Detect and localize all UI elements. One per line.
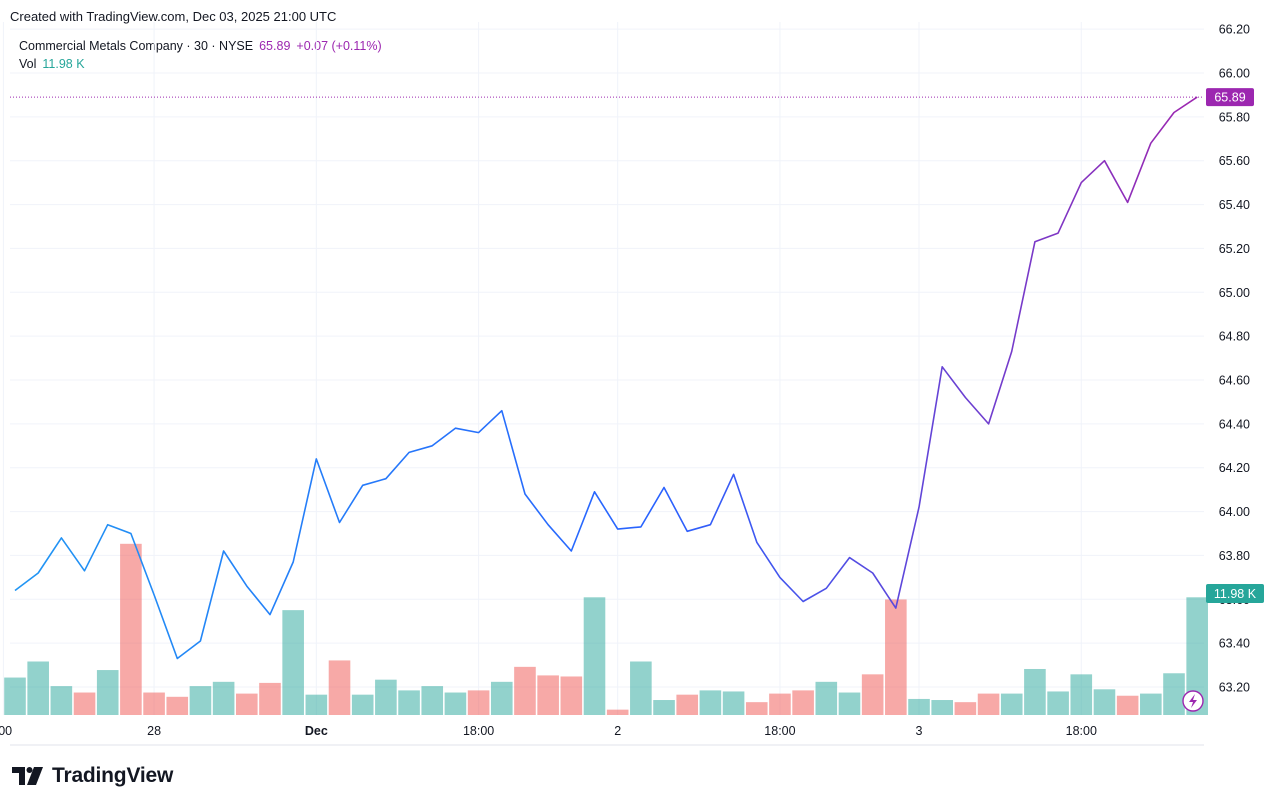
volume-bar <box>490 681 513 715</box>
time-tick-label: 18:00 <box>1066 724 1097 738</box>
tradingview-logo-icon <box>12 767 43 785</box>
legend-volume-row: Vol 11.98 K <box>19 55 382 73</box>
volume-bar <box>514 666 536 715</box>
volume-bar <box>96 670 119 715</box>
price-badge-label: 65.89 <box>1214 91 1245 105</box>
volume-bar <box>467 690 490 715</box>
tradingview-brand[interactable]: TradingView <box>12 764 173 788</box>
price-tick-label: 65.20 <box>1219 242 1250 256</box>
volume-bar <box>606 709 629 715</box>
price-tick-label: 65.00 <box>1219 286 1250 300</box>
volume-bar <box>1140 693 1162 715</box>
volume-bar <box>769 693 791 715</box>
price-tick-label: 65.60 <box>1219 154 1250 168</box>
lightning-icon[interactable] <box>1182 690 1204 712</box>
volume-bar <box>259 682 281 715</box>
volume-bar <box>73 692 96 715</box>
legend-symbol-row: Commercial Metals Company · 30 · NYSE 65.… <box>19 37 382 55</box>
volume-badge-label: 11.98 K <box>1214 587 1257 601</box>
volume-bar <box>954 702 977 715</box>
price-tick-label: 64.20 <box>1219 461 1250 475</box>
volume-bar <box>1093 689 1116 715</box>
volume-bar <box>1116 695 1139 715</box>
time-tick-label: 2 <box>614 724 621 738</box>
legend-vol-label[interactable]: Vol <box>19 57 37 71</box>
volume-bar <box>560 676 583 715</box>
volume-bar <box>977 693 1000 715</box>
volume-bar <box>583 597 606 715</box>
volume-bar <box>792 690 814 715</box>
volume-bar <box>537 675 559 715</box>
volume-bar <box>375 679 397 715</box>
volume-bar <box>4 677 26 715</box>
volume-badge: 11.98 K <box>1206 584 1264 603</box>
volume-bar <box>282 610 304 715</box>
time-tick-label: 18:00 <box>764 724 795 738</box>
volume-bar <box>27 661 49 715</box>
volume-bar <box>236 693 258 715</box>
volume-bar <box>189 686 212 715</box>
volume-bar <box>1186 597 1208 715</box>
volume-bar <box>630 661 652 715</box>
volume-bar <box>908 698 930 715</box>
volume-bar <box>50 686 73 715</box>
legend-last-price: 65.89 <box>259 39 291 53</box>
price-tick-label: 64.60 <box>1219 374 1250 388</box>
legend-change: +0.07 (+0.11%) <box>296 39 382 53</box>
price-tick-label: 65.40 <box>1219 198 1250 212</box>
volume-bar <box>444 692 467 715</box>
volume-bar <box>212 681 235 715</box>
time-tick-label: 18:00 <box>463 724 494 738</box>
tradingview-wordmark: TradingView <box>52 764 174 787</box>
price-tick-label: 63.20 <box>1219 681 1250 695</box>
price-tick-label: 66.00 <box>1219 67 1250 81</box>
price-tick-label: 64.80 <box>1219 330 1250 344</box>
time-tick-label: :00 <box>0 724 12 738</box>
volume-bar <box>699 690 722 715</box>
volume-bar <box>653 700 675 715</box>
volume-bar <box>722 691 745 715</box>
volume-bars <box>4 543 1208 715</box>
volume-bar <box>838 692 861 715</box>
chart-legend: Commercial Metals Company · 30 · NYSE 65.… <box>19 37 382 73</box>
time-tick-label: 28 <box>147 724 161 738</box>
volume-bar <box>166 696 189 715</box>
volume-bar <box>1047 691 1069 715</box>
legend-vol-value: 11.98 K <box>42 57 85 71</box>
volume-bar <box>398 690 420 715</box>
volume-bar <box>885 599 907 715</box>
volume-bar <box>931 700 953 715</box>
price-badge: 65.89 <box>1206 88 1254 107</box>
volume-bar <box>1000 693 1023 715</box>
volume-bar <box>1024 668 1046 715</box>
volume-bar <box>305 694 328 715</box>
price-tick-label: 64.40 <box>1219 417 1250 431</box>
volume-bar <box>676 694 699 715</box>
volume-bar <box>421 686 444 715</box>
time-axis[interactable]: :00 28 Dec 18:00 2 18:00 3 18:00 <box>0 724 1097 738</box>
price-tick-label: 64.00 <box>1219 505 1250 519</box>
volume-bar <box>815 681 838 715</box>
volume-bar <box>351 694 374 715</box>
volume-bar <box>120 543 142 715</box>
volume-bar <box>745 702 768 715</box>
volume-bar <box>1070 674 1093 715</box>
volume-bar <box>143 692 165 715</box>
created-with-caption: Created with TradingView.com, Dec 03, 20… <box>10 9 337 24</box>
volume-bar <box>1163 673 1185 715</box>
volume-bar <box>861 674 884 715</box>
price-tick-label: 66.20 <box>1219 23 1250 37</box>
price-series-line <box>14 96 1198 660</box>
price-tick-label: 63.80 <box>1219 549 1250 563</box>
volume-bar <box>328 660 351 715</box>
time-tick-label: Dec <box>305 724 328 738</box>
price-tick-label: 65.80 <box>1219 110 1250 124</box>
time-tick-label: 3 <box>916 724 923 738</box>
price-tick-label: 63.40 <box>1219 637 1250 651</box>
legend-symbol[interactable]: Commercial Metals Company · 30 · NYSE <box>19 39 254 53</box>
